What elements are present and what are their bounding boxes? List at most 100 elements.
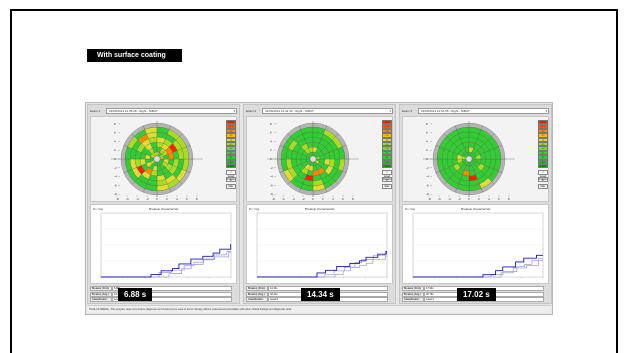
stat-label: Classification: <box>90 297 112 302</box>
map-option-button[interactable]: < Level 0 <box>382 170 392 182</box>
map-x-tick-label: -2 <box>458 197 461 201</box>
scale-swatch: 12.0 <box>226 120 236 125</box>
map-center <box>153 155 161 163</box>
stat-label: Breakup (Avg.): <box>246 291 268 297</box>
map-x-tick-label: -4 <box>136 197 139 201</box>
scale-swatch: 12.0 <box>382 120 392 125</box>
scale-swatch: 8.5 <box>226 133 236 138</box>
map-option-button[interactable]: Max <box>226 184 236 190</box>
series-line <box>101 252 231 278</box>
map-y-tick-label: 0 <box>270 157 272 161</box>
scale-swatch: 10.5 <box>538 124 548 129</box>
stat-label: Breakup (First): <box>90 286 112 291</box>
scale-swatch: 9.5 <box>538 128 548 134</box>
map-y-tick-label: -2 <box>270 166 273 170</box>
stat-label: Breakup (Avg.): <box>402 291 424 297</box>
scale-swatch: 9.5 <box>226 128 236 134</box>
map-y-tick-label: 6 <box>426 131 428 135</box>
map-y-tick-label: 4 <box>270 139 272 143</box>
stat-row: Breakup (First):6.88s <box>90 286 232 291</box>
map-y-tick-label: 2 <box>426 148 428 152</box>
map-x-tick-label: -4 <box>448 197 451 201</box>
scale-swatch: 9.5 <box>382 128 392 134</box>
scale-swatch: 4.5 <box>226 150 236 156</box>
exam-panel: Exam 1 01/06/2014 12:35:28 - Right - NIBU… <box>87 104 240 304</box>
series-line <box>413 254 543 278</box>
map-y-tick-label: 8 <box>426 122 428 126</box>
map-option-button[interactable]: Max <box>538 184 548 190</box>
map-x-tick-label: -6 <box>126 197 129 201</box>
stats-box: Breakup (First):6.88sBreakup (Avg.):14.4… <box>90 286 237 303</box>
map-y-tick-label: -2 <box>114 166 117 170</box>
map-x-tick-label: -6 <box>438 197 441 201</box>
map-option-button[interactable]: Details <box>538 177 548 183</box>
scale-swatch: 2.5 <box>226 159 236 164</box>
map-y-tick-label: -2 <box>426 166 429 170</box>
series-line <box>101 244 232 278</box>
stat-label: Breakup (First): <box>246 286 268 291</box>
tear-film-map-area: 8 -8 6 -6 4 -4 2 -2 0 0 -2 2 -4 4 -6 6 -8 8 12.0 10.5 9.5 8.5… <box>246 116 393 202</box>
map-x-tick-label: 4 <box>176 197 178 201</box>
disclaimer-footer: OCULUS ARENA - This program does not pro… <box>87 305 551 313</box>
color-scale: 12.0 10.5 9.5 8.5 7.5 6.5 5.5 4.5 3.5 2.5 1.5 < Lev… <box>382 120 392 190</box>
map-x-tick-label: 0 <box>312 197 314 201</box>
exam-label: Exam 3 <box>402 108 413 113</box>
series-line <box>257 255 387 278</box>
map-x-tick-label: 6 <box>342 197 344 201</box>
map-x-tick-label: 0 <box>468 197 470 201</box>
breakup-time-badge: 14.34 s <box>301 288 340 301</box>
scale-swatch: 7.5 <box>382 137 392 142</box>
breakup-chart-svg: Breakup characteristic % / img <box>249 207 388 279</box>
stat-row: Breakup (Avg.):14.42s <box>90 291 232 297</box>
scale-swatch: 2.5 <box>538 159 548 164</box>
map-y-tick-label: 2 <box>270 148 272 152</box>
map-option-button[interactable]: Details <box>382 177 392 183</box>
map-y-tick-label: 2 <box>114 148 116 152</box>
stat-label: Classification: <box>246 297 268 302</box>
scale-swatch: 7.5 <box>226 137 236 142</box>
series-line <box>101 251 231 278</box>
exam-label: Exam 2 <box>246 108 257 113</box>
map-x-tick-label: -8 <box>116 197 119 201</box>
stat-label: Classification: <box>402 297 424 302</box>
map-x-tick-label: 8 <box>508 197 510 201</box>
map-option-button[interactable]: < Level 0 <box>538 170 548 182</box>
map-y-tick-label: 6 <box>114 131 116 135</box>
map-x-tick-label: -6 <box>282 197 285 201</box>
exam-dropdown[interactable]: 01/06/2014 12:42:33 - Right - NIBUT ▾ <box>262 107 393 114</box>
map-center <box>465 155 473 163</box>
chart-title: Breakup characteristic <box>461 207 491 211</box>
chevron-down-icon: ▾ <box>233 108 235 113</box>
exam-selector-row: Exam 1 01/06/2014 12:35:28 - Right - NIBU… <box>90 107 237 114</box>
exam-dropdown[interactable]: 01/06/2014 12:51:55 - Right - NIBUT ▾ <box>418 107 549 114</box>
scale-swatch: 3.5 <box>382 155 392 160</box>
scale-swatch: 5.5 <box>226 146 236 151</box>
exam-dropdown[interactable]: 01/06/2014 12:35:28 - Right - NIBUT ▾ <box>106 107 237 114</box>
series-line <box>257 250 387 278</box>
tear-film-map: 8 -8 6 -6 4 -4 2 -2 0 0 -2 2 -4 4 -6 6 -8 8 <box>111 121 203 201</box>
scale-swatch: 2.5 <box>382 159 392 164</box>
map-x-tick-label: -4 <box>292 197 295 201</box>
exam-dropdown-value: 01/06/2014 12:42:33 - Right - NIBUT <box>265 108 314 113</box>
scale-swatch: 3.5 <box>538 155 548 160</box>
breakup-chart: Breakup characteristic % / img <box>90 204 237 284</box>
scale-swatch: 1.5 <box>226 163 236 169</box>
tear-film-map-area: 8 -8 6 -6 4 -4 2 -2 0 0 -2 2 -4 4 -6 6 -8 8 12.0 10.5 9.5 8.5… <box>90 116 237 202</box>
map-x-tick-label: 2 <box>322 197 324 201</box>
map-center <box>309 155 317 163</box>
map-cell <box>498 145 506 160</box>
map-option-button[interactable]: Details <box>226 177 236 183</box>
map-option-button[interactable]: Max <box>382 184 392 190</box>
map-y-tick-label: 4 <box>114 139 116 143</box>
scale-swatch: 3.5 <box>226 155 236 160</box>
exam-panel: Exam 2 01/06/2014 12:42:33 - Right - NIBU… <box>243 104 396 304</box>
exam-label: Exam 1 <box>90 108 101 113</box>
map-y-tick-label: 8 <box>270 122 272 126</box>
scale-swatch: 1.5 <box>382 163 392 169</box>
tear-film-map-area: 8 -8 6 -6 4 -4 2 -2 0 0 -2 2 -4 4 -6 6 -8 8 12.0 10.5 9.5 8.5… <box>402 116 549 202</box>
breakup-time-badge: 6.88 s <box>118 288 153 301</box>
map-y-tick-label: -8 <box>426 192 429 196</box>
breakup-chart-svg: Breakup characteristic % / img <box>405 207 544 279</box>
scale-swatch: 4.5 <box>538 150 548 156</box>
map-option-button[interactable]: < Level 0 <box>226 170 236 182</box>
